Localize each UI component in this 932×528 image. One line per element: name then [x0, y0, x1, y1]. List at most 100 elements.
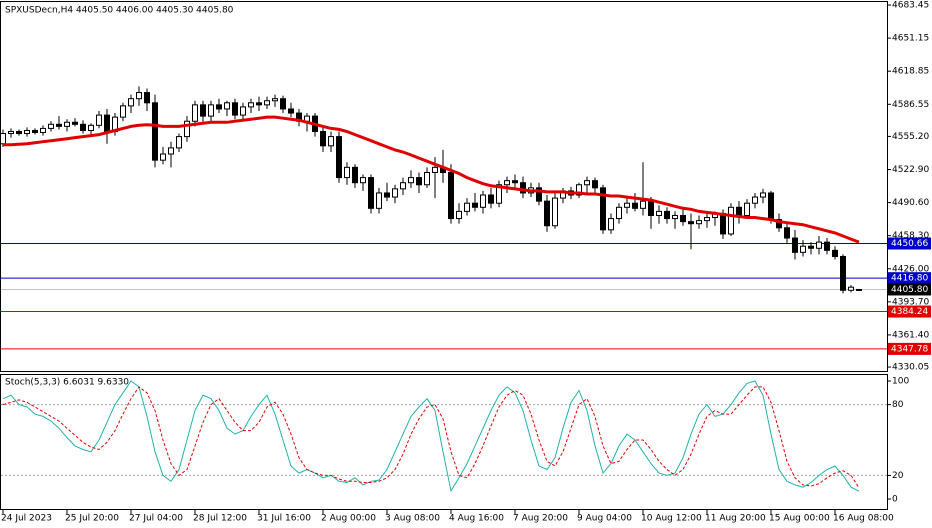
x-tick-label: 10 Aug 12:00 [641, 514, 702, 524]
candle-body [56, 123, 62, 127]
level-label-box [888, 342, 931, 355]
candle-body [336, 136, 342, 179]
x-tick-label: 16 Aug 08:00 [833, 514, 894, 524]
y-tick-label: 80 [892, 400, 904, 410]
candle-body [328, 136, 334, 147]
candle-body [720, 212, 726, 235]
candle-body [536, 187, 542, 202]
candle-body [152, 102, 158, 161]
candle-body [424, 171, 430, 186]
y-tick-label: 4683.45 [892, 1, 929, 11]
y-tick-label: 4393.70 [892, 297, 929, 307]
candle-body [256, 102, 262, 106]
y-tick-label: 4361.40 [892, 330, 929, 340]
y-tick-label: 4586.55 [892, 100, 929, 110]
candle-body [48, 123, 54, 129]
candle-body [280, 98, 286, 110]
candle-body [232, 102, 238, 116]
candle-body [832, 249, 838, 257]
candle-body [672, 214, 678, 220]
candle-body [488, 194, 494, 204]
candle-body [168, 147, 174, 155]
level-label: 4347.78 [891, 344, 928, 354]
y-tick-label: 20 [892, 471, 904, 481]
candle-body [248, 102, 254, 108]
candle-body [272, 98, 278, 102]
x-tick-label: 28 Jul 12:00 [193, 514, 247, 524]
candle-body [448, 171, 454, 220]
candle-body [144, 92, 150, 104]
candle-body [592, 180, 598, 189]
candle-body [480, 194, 486, 208]
candle-body [640, 200, 646, 209]
y-tick-label: 4651.15 [892, 34, 929, 44]
candle-body [696, 220, 702, 225]
candle-body [72, 121, 78, 125]
candle-body [848, 286, 854, 291]
candle-body [64, 121, 70, 127]
candle-body [352, 166, 358, 184]
candle-body [608, 218, 614, 231]
candle-body [688, 221, 694, 225]
y-tick-label: 100 [892, 377, 909, 387]
stoch-panel [0, 374, 888, 510]
chart-title: SPXUSDecn,H4 4405.50 4406.00 4405.30 440… [5, 6, 234, 16]
candle-body [664, 210, 670, 220]
candle-body [456, 210, 462, 220]
candle-body [392, 188, 398, 198]
candle-body [824, 241, 830, 251]
candle-body [264, 100, 270, 106]
candle-body [816, 241, 822, 249]
level-label: 4384.24 [891, 307, 928, 317]
candle-body [632, 202, 638, 209]
candle-body [344, 166, 350, 179]
candle-body [520, 182, 526, 194]
x-tick-label: 25 Jul 20:00 [65, 514, 119, 524]
candle-body [736, 206, 742, 216]
candle-body [16, 130, 22, 135]
candle-body [680, 214, 686, 223]
candle-body [240, 106, 246, 116]
candle-body [624, 202, 630, 208]
candle-body [320, 130, 326, 147]
candle-body [552, 197, 558, 227]
x-tick-label: 3 Aug 08:00 [385, 514, 440, 524]
candle-body [408, 177, 414, 184]
candle-body [808, 245, 814, 249]
candle-body [512, 180, 518, 184]
y-tick-label: 4458.30 [892, 231, 929, 241]
moving-average [3, 115, 860, 244]
x-tick-label: 7 Aug 20:00 [513, 514, 568, 524]
level-label-box [888, 237, 931, 250]
candle-body [744, 202, 750, 216]
level-label: 4416.80 [891, 274, 928, 284]
candle-body [216, 104, 222, 110]
candle-body [768, 192, 774, 221]
candle-body [88, 124, 94, 131]
x-tick-label: 11 Aug 20:00 [705, 514, 766, 524]
candle-body [104, 114, 110, 132]
y-tick-label: 4618.85 [892, 67, 929, 77]
candle-body [96, 114, 102, 126]
candle-body [472, 202, 478, 208]
x-tick-label: 27 Jul 04:00 [129, 514, 183, 524]
candle-body [40, 127, 46, 134]
stoch-line [2, 380, 860, 493]
level-label-box [888, 272, 931, 285]
candle-body [160, 153, 166, 161]
candle-body [792, 237, 798, 253]
candle-body [704, 217, 710, 222]
y-tick-label: 4555.20 [892, 132, 929, 142]
candle-body [648, 200, 654, 216]
price-panel [0, 1, 888, 372]
candle-body [80, 123, 86, 131]
candle-body [800, 245, 806, 253]
candle-body [24, 129, 30, 135]
candle-body [728, 206, 734, 235]
candle-body [752, 196, 758, 204]
candle-body [776, 219, 782, 229]
candle-body [656, 210, 662, 216]
candle-body [360, 177, 366, 184]
candle-body [368, 177, 374, 209]
x-tick-label: 24 Jul 2023 [1, 514, 52, 524]
